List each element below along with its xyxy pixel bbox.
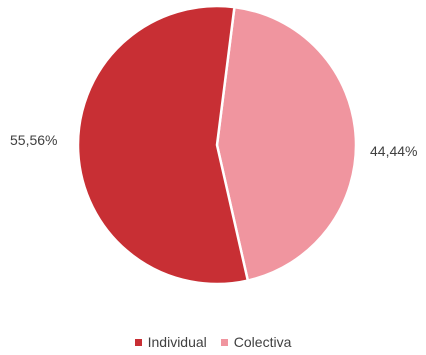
pie-slice-individual[interactable]: [76, 4, 250, 286]
pie-slices: [76, 4, 358, 286]
pie-slice-colectiva[interactable]: [215, 5, 358, 283]
legend-item-colectiva[interactable]: Colectiva: [220, 334, 292, 350]
legend-label-colectiva: Colectiva: [233, 334, 292, 350]
data-label-colectiva: 44,44%: [370, 143, 417, 159]
legend-label-individual: Individual: [147, 334, 207, 350]
legend-item-individual[interactable]: Individual: [134, 334, 207, 350]
pie-chart-svg: 55,56% 44,44%: [10, 4, 417, 286]
legend-swatch-individual: [134, 338, 142, 346]
data-label-individual: 55,56%: [10, 132, 57, 148]
legend-swatch-colectiva: [220, 338, 228, 346]
legend: Individual Colectiva: [0, 334, 426, 350]
